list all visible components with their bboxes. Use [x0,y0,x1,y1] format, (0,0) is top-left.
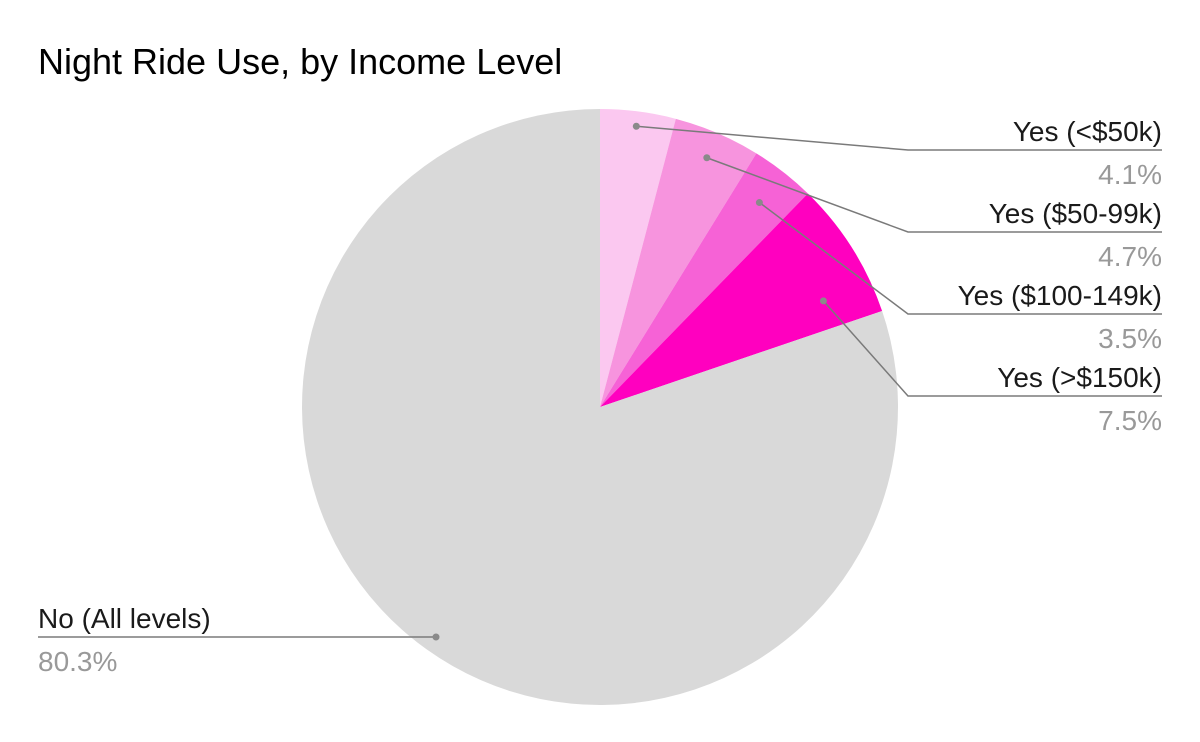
slice-value-yes-150k: 7.5% [1098,405,1162,436]
leader-dot-yes-150k [819,297,827,305]
slice-label-yes-100-149k: Yes ($100-149k) [958,280,1162,311]
leader-line-yes-150k [822,300,1162,397]
slice-value-no-all-levels: 80.3% [38,646,117,677]
slice-label-yes-150k: Yes (>$150k) [997,362,1162,393]
slice-label-no-all-levels: No (All levels) [38,603,211,634]
slice-label-yes-50k: Yes (<$50k) [1013,116,1162,147]
pie-slice-yes-50k [600,109,676,407]
leader-line-yes-100-149k [758,201,1162,315]
chart-title: Night Ride Use, by Income Level [38,41,563,82]
slice-value-yes-50-99k: 4.7% [1098,241,1162,272]
leader-dot-yes-50-99k [703,154,711,162]
pie-slice-yes-100-149k [600,153,808,407]
pie-slice-no-all-levels [301,109,898,705]
slice-value-yes-50k: 4.1% [1098,159,1162,190]
leader-lines [38,122,1162,641]
leader-dot-yes-100-149k [755,199,763,207]
slice-label-yes-50-99k: Yes ($50-99k) [989,198,1162,229]
pie-slices [301,109,898,705]
slice-value-yes-100-149k: 3.5% [1098,323,1162,354]
pie-slice-yes-150k [600,193,883,407]
pie-slice-yes-50-99k [600,118,757,407]
leader-line-yes-50-99k [706,157,1162,233]
slice-labels: Yes (<$50k) 4.1% Yes ($50-99k) 4.7% Yes ($10… [38,116,1162,677]
leader-dot-yes-50k [632,122,640,130]
leader-line-yes-50k [636,125,1162,151]
leader-dot-no-all-levels [432,633,440,641]
